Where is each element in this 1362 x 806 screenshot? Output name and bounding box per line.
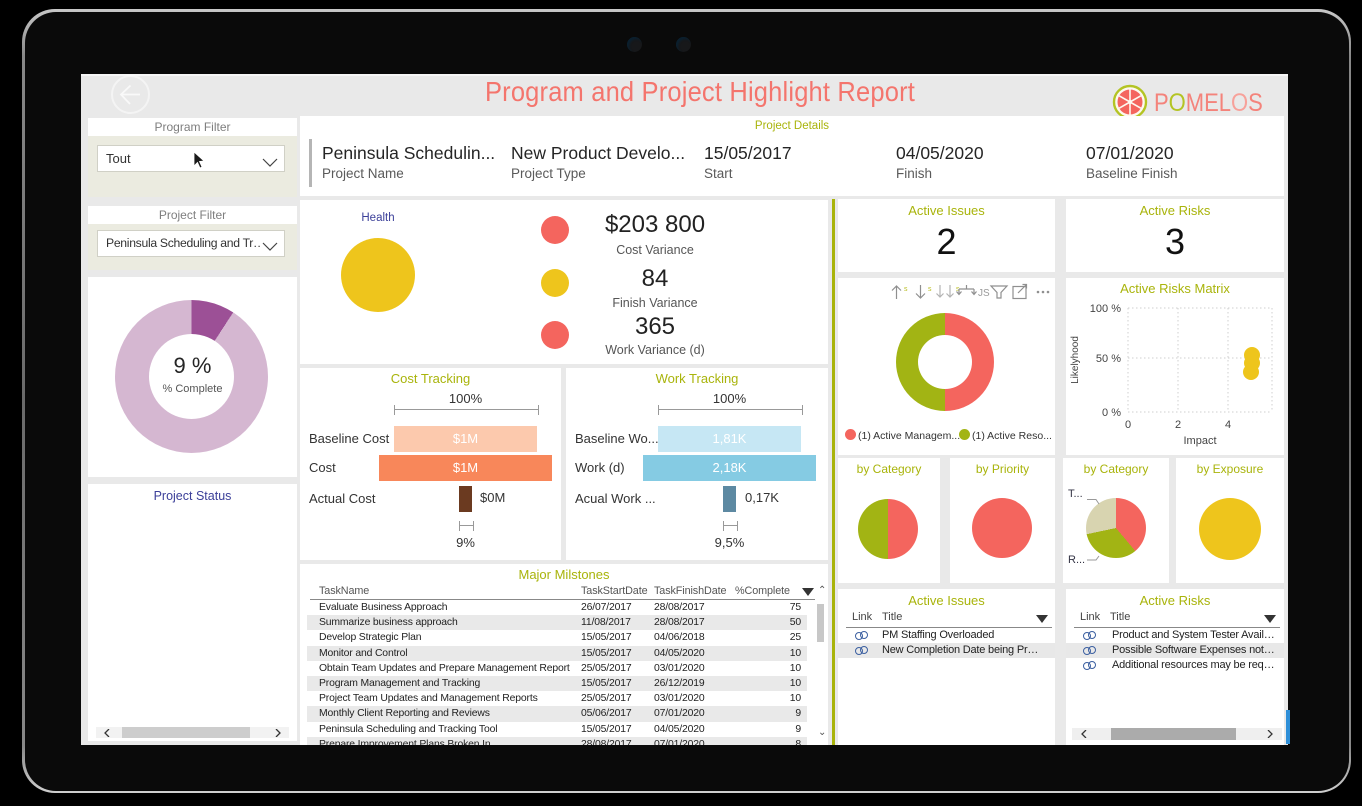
svg-text:Impact: Impact: [1183, 435, 1216, 447]
svg-text:2: 2: [1175, 419, 1181, 431]
svg-text:0 %: 0 %: [1102, 407, 1121, 419]
svg-text:0: 0: [1125, 419, 1131, 431]
svg-text:JS: JS: [978, 288, 990, 299]
svg-text:50 %: 50 %: [1096, 353, 1121, 365]
svg-text:Likelyhood: Likelyhood: [1070, 336, 1081, 384]
svg-text:s: s: [904, 286, 908, 293]
svg-text:s: s: [956, 286, 960, 293]
svg-text:100 %: 100 %: [1090, 303, 1121, 315]
svg-text:4: 4: [1225, 419, 1231, 431]
svg-text:s: s: [928, 286, 932, 293]
